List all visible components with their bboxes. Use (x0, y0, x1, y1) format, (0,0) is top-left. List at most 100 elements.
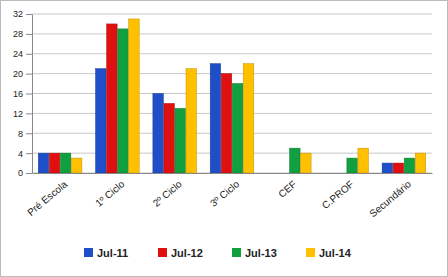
x-tick: CEF (276, 173, 298, 200)
bars (38, 19, 425, 173)
y-axis-line (32, 15, 33, 174)
series (71, 19, 425, 173)
grid-line (32, 73, 432, 74)
x-tick-label: C.PROF (320, 178, 356, 211)
bar (118, 29, 128, 173)
bar (325, 173, 335, 174)
x-tick-label: 2º Ciclo (151, 178, 185, 209)
bar (279, 173, 289, 174)
bar (60, 153, 70, 173)
grid-line (32, 173, 432, 174)
x-tick: C.PROF (320, 173, 356, 211)
y-tick: 24 (13, 49, 32, 59)
bar (107, 24, 117, 173)
y-tick-mark (26, 74, 32, 75)
y-tick-mark (26, 94, 32, 95)
grid (32, 14, 432, 173)
plot: 0 4 8 12 16 20 24 28 32 Pré Escola 1º Ciclo 2º Cicl… (13, 9, 433, 219)
bar (290, 148, 300, 173)
y-tick-mark (26, 153, 32, 154)
y-tick-mark (26, 34, 32, 35)
bar (243, 64, 253, 173)
x-tick-label: CEF (276, 178, 298, 199)
bar (210, 64, 220, 173)
y-tick-label: 8 (18, 129, 23, 139)
grid-line (32, 53, 432, 54)
chart: 0 4 8 12 16 20 24 28 32 Pré Escola 1º Ciclo 2º Cicl… (0, 0, 448, 277)
bar (153, 94, 163, 174)
bar (186, 69, 196, 173)
legend: Jul-11 Jul-12 Jul-13 Jul-14 (84, 247, 352, 259)
y-axis: 0 4 8 12 16 20 24 28 32 (13, 9, 33, 178)
y-tick: 12 (13, 109, 32, 119)
bar (336, 173, 346, 174)
series (60, 29, 414, 173)
legend-swatch (232, 248, 241, 257)
y-tick-label: 4 (18, 149, 23, 159)
x-tick: 1º Ciclo (93, 173, 127, 209)
x-tick-label: 1º Ciclo (93, 178, 127, 209)
bar (232, 84, 242, 173)
legend-swatch (158, 248, 167, 257)
grid-line (32, 153, 432, 154)
x-tick: 3º Ciclo (208, 173, 242, 209)
series (38, 64, 392, 173)
y-tick-mark (26, 14, 32, 15)
legend-item: Jul-14 (306, 247, 352, 259)
legend-swatch (84, 248, 93, 257)
y-tick: 20 (13, 69, 32, 79)
bar (38, 153, 48, 173)
legend-label: Jul-12 (171, 247, 203, 259)
y-tick-label: 12 (13, 109, 23, 119)
x-tick: Pré Escola (25, 173, 69, 218)
y-tick-mark (26, 133, 32, 134)
bar (268, 173, 278, 174)
bar (129, 19, 139, 173)
x-tick: Secundário (367, 173, 413, 219)
bar (358, 148, 368, 173)
x-axis-line (33, 173, 433, 174)
y-tick: 28 (13, 29, 32, 39)
bar (404, 158, 414, 173)
bar (221, 74, 231, 173)
y-tick-label: 28 (13, 29, 23, 39)
x-axis: Pré Escola 1º Ciclo 2º Ciclo 3º Ciclo CEF C.P… (25, 173, 432, 219)
bar (347, 158, 357, 173)
legend-label: Jul-13 (245, 247, 277, 259)
legend-item: Jul-13 (232, 247, 277, 259)
legend-item: Jul-12 (158, 247, 203, 259)
grid-line (32, 93, 432, 94)
y-tick: 0 (18, 168, 32, 178)
bar (415, 153, 425, 173)
bar (175, 108, 185, 173)
grid-line (32, 113, 432, 114)
y-tick-mark (26, 173, 32, 174)
y-tick-label: 0 (18, 168, 23, 178)
x-tick-label: Pré Escola (25, 178, 69, 218)
y-tick-mark (26, 54, 32, 55)
y-tick-label: 32 (13, 9, 23, 19)
y-tick-mark (26, 113, 32, 114)
y-tick-label: 24 (13, 49, 23, 59)
y-tick-label: 16 (13, 89, 23, 99)
bar (382, 163, 392, 173)
y-tick: 16 (13, 89, 32, 99)
grid-line (32, 33, 432, 34)
bar (71, 158, 81, 173)
y-tick: 8 (18, 129, 32, 139)
y-tick-label: 20 (13, 69, 23, 79)
bar (164, 103, 174, 173)
grid-line (32, 133, 432, 134)
bar (49, 153, 59, 173)
x-tick: 2º Ciclo (151, 173, 185, 209)
bar (96, 69, 106, 173)
legend-item: Jul-11 (84, 247, 128, 259)
x-tick-label: 3º Ciclo (208, 178, 242, 209)
bar (393, 163, 403, 173)
bar (301, 153, 311, 173)
legend-label: Jul-11 (97, 247, 128, 259)
y-tick: 4 (18, 149, 32, 159)
legend-swatch (306, 248, 315, 257)
legend-label: Jul-14 (319, 247, 352, 259)
grid-line (32, 14, 432, 15)
